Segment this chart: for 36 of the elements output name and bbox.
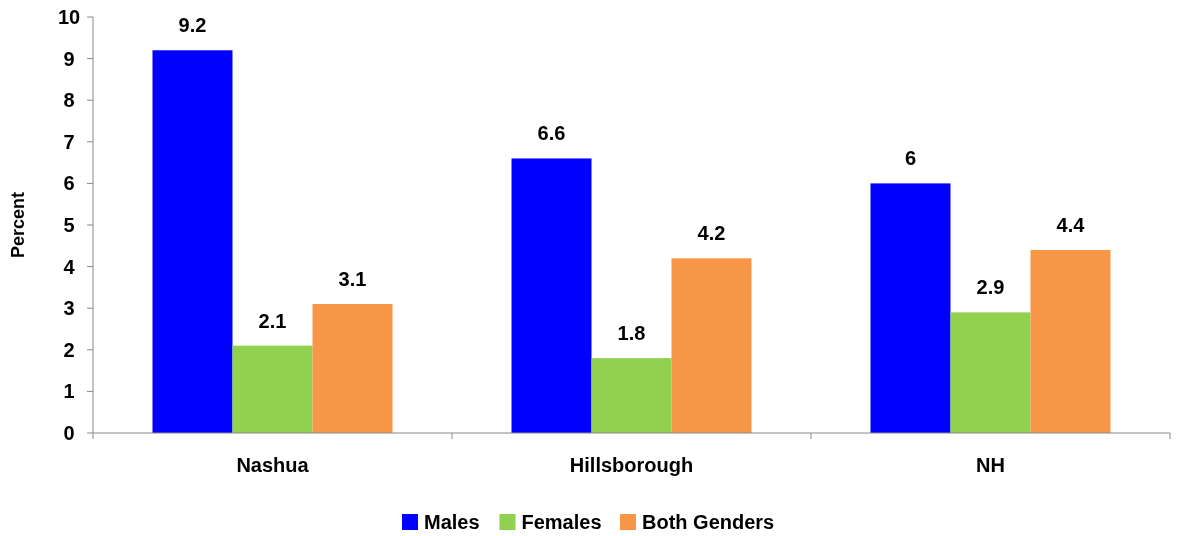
y-tick-label: 0 [63,422,75,444]
x-tick-label: Hillsborough [569,454,694,476]
bar [232,345,313,433]
data-label: 4.4 [1056,213,1086,236]
bar [511,158,592,433]
bar [950,312,1031,433]
data-label: 3.1 [338,268,367,291]
y-tick-label: 3 [63,297,75,320]
bar [152,50,233,433]
data-label: 2.1 [258,309,287,332]
legend-label: Males [424,511,480,533]
bar [591,358,672,433]
y-tick-label: 2 [63,338,75,361]
legend-label: Females [521,511,602,533]
y-tick-label: 4 [63,255,76,278]
y-tick-label: 10 [57,6,81,28]
y-axis-title: Percent [8,191,28,259]
y-tick-label: 9 [63,47,75,70]
x-tick-label: NH [976,454,1005,476]
y-tick-label: 1 [63,380,75,403]
bar [870,183,951,433]
data-label: 6.6 [537,122,566,145]
bar [312,304,393,433]
y-tick-label: 8 [63,89,75,112]
data-label: 4.2 [697,222,726,245]
y-tick-label: 5 [63,214,75,236]
data-label: 1.8 [617,322,646,345]
data-label: 9.2 [178,14,207,37]
bar [1030,249,1111,433]
data-label: 6 [904,147,917,170]
x-tick-label: Nashua [236,454,310,476]
legend-label: Both Genders [642,511,775,533]
y-tick-label: 6 [63,172,75,195]
data-label: 2.9 [976,276,1005,299]
bar [671,258,752,433]
y-tick-label: 7 [63,130,75,153]
